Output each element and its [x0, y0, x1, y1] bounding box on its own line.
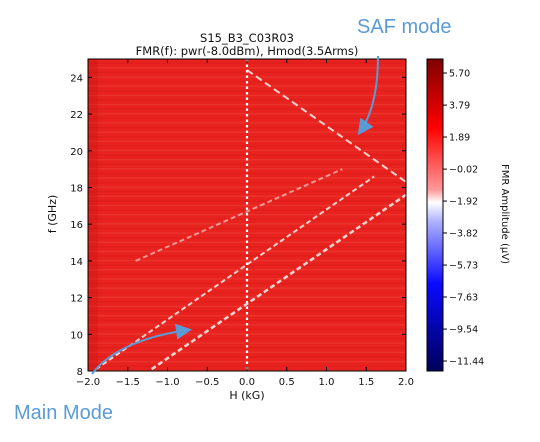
- frequency-band: [88, 85, 406, 87]
- frequency-band: [88, 319, 406, 321]
- frequency-band: [88, 200, 406, 202]
- x-tick-label: 0.0: [239, 377, 255, 388]
- frequency-band: [88, 259, 406, 262]
- frequency-band: [88, 287, 406, 289]
- colorbar-tick-label: −7.63: [449, 292, 478, 303]
- y-tick-label: 10: [70, 330, 83, 341]
- frequency-band: [88, 232, 406, 234]
- frequency-band: [88, 168, 406, 170]
- main-mode-annotation: Main Mode: [14, 402, 113, 424]
- frequency-band: [88, 365, 406, 367]
- resonance-line: [150, 193, 406, 371]
- y-axis-label: f (GHz): [46, 195, 59, 234]
- resonance-line: [95, 175, 375, 370]
- frequency-band: [88, 282, 406, 285]
- saf-mode-annotation: SAF mode: [357, 16, 451, 38]
- colorbar: 5.70 3.79 1.89 −0.02 −1.92 −3.82 −5.73 −7.63 −9.…: [426, 58, 510, 372]
- y-tick-label: 16: [70, 220, 83, 231]
- frequency-band: [88, 236, 406, 239]
- frequency-band: [88, 292, 406, 294]
- frequency-band: [88, 117, 406, 120]
- frequency-band: [88, 195, 406, 198]
- heatmap-plot-area: [88, 59, 406, 371]
- frequency-band: [88, 62, 406, 64]
- colorbar-tick-label: −0.02: [449, 165, 478, 176]
- x-axis-ticks: −2.0 −1.5 −1.0 −0.5 0.0 0.5 1.0 1.5 2.0: [76, 59, 414, 388]
- frequency-band: [88, 314, 406, 317]
- colorbar-tick-label: 3.79: [449, 101, 470, 112]
- frequency-band: [88, 278, 406, 280]
- frequency-band: [88, 204, 406, 207]
- frequency-band: [88, 122, 406, 124]
- colorbar-ticks: 5.70 3.79 1.89 −0.02 −1.92 −3.82 −5.73 −7.63 −9.…: [443, 69, 484, 368]
- frequency-band: [88, 113, 406, 115]
- left-edge-strip: [88, 59, 98, 371]
- x-tick-label: 1.5: [358, 377, 374, 388]
- frequency-band: [88, 342, 406, 344]
- x-tick-label: 2.0: [398, 377, 414, 388]
- colorbar-tick-label: −5.73: [449, 261, 478, 272]
- y-tick-label: 14: [70, 257, 83, 268]
- y-tick-label: 12: [70, 294, 83, 305]
- frequency-band: [88, 223, 406, 225]
- x-tick-label: 0.5: [279, 377, 295, 388]
- y-tick-label: 8: [77, 367, 83, 378]
- colorbar-gradient: [426, 58, 444, 372]
- frequency-band: [88, 154, 406, 156]
- y-tick-label: 22: [70, 110, 83, 121]
- x-tick-label: −0.5: [195, 377, 219, 388]
- colorbar-tick-label: −11.44: [449, 357, 484, 368]
- x-tick-label: −2.0: [76, 377, 100, 388]
- colorbar-tick-label: −1.92: [449, 197, 478, 208]
- frequency-band: [88, 67, 406, 69]
- frequency-band: [88, 149, 406, 152]
- main-mode-arrow: [91, 323, 192, 375]
- frequency-band: [88, 227, 406, 230]
- y-tick-label: 24: [70, 73, 83, 84]
- x-tick-label: −1.0: [155, 377, 179, 388]
- frequency-band: [88, 250, 406, 253]
- x-tick-label: 1.0: [319, 377, 335, 388]
- colorbar-tick-label: 1.89: [449, 133, 470, 144]
- frequency-band: [88, 337, 406, 340]
- chart-subtitle: FMR(f): pwr(-8.0dBm), Hmod(3.5Arms): [136, 44, 359, 58]
- frequency-band: [88, 172, 406, 175]
- frequency-band: [88, 264, 406, 266]
- frequency-band: [88, 126, 406, 129]
- resonance-lines: [95, 69, 406, 371]
- frequency-band: [88, 140, 406, 142]
- x-axis-label: H (kG): [229, 389, 264, 402]
- frequency-band: [88, 90, 406, 92]
- chart-title: S15_B3_C03R03: [200, 31, 294, 45]
- colorbar-tick-label: 5.70: [449, 69, 470, 80]
- frequency-band: [88, 333, 406, 335]
- y-axis-ticks: 8 10 12 14 16 18 20 22 24: [70, 73, 406, 378]
- frequency-band: [88, 310, 406, 312]
- resonance-line: [135, 168, 343, 262]
- colorbar-label: FMR Amplitude (μV): [499, 164, 510, 264]
- frequency-band: [88, 177, 406, 179]
- saf-mode-arrow: [357, 55, 379, 136]
- frequency-band: [88, 209, 406, 211]
- y-tick-label: 18: [70, 183, 83, 194]
- frequency-band: [88, 255, 406, 257]
- frequency-band: [88, 347, 406, 349]
- frequency-band: [88, 181, 406, 184]
- x-tick-label: −1.5: [116, 377, 140, 388]
- frequency-band: [88, 305, 406, 308]
- colorbar-tick-label: −3.82: [449, 228, 478, 239]
- y-tick-label: 20: [70, 147, 83, 158]
- colorbar-tick-label: −9.54: [449, 325, 478, 336]
- frequency-band: [88, 145, 406, 147]
- frequency-band: [88, 94, 406, 97]
